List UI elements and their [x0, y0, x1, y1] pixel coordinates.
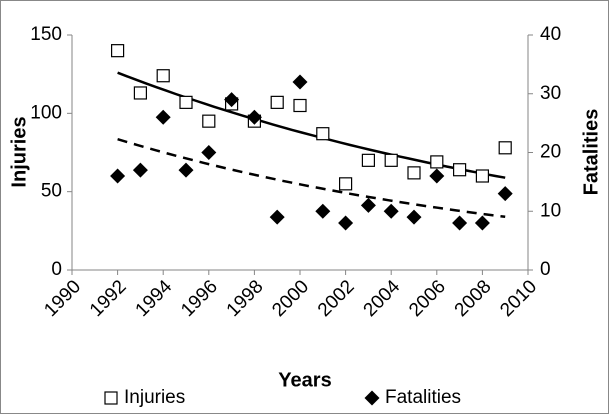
point	[110, 168, 126, 184]
point	[202, 114, 216, 128]
point	[452, 215, 468, 231]
point	[155, 109, 171, 125]
y-tick-label: 150	[30, 24, 62, 45]
point	[269, 209, 285, 225]
y-tick-label: 100	[30, 102, 62, 123]
y2-tick-label: 0	[540, 259, 551, 280]
point	[406, 209, 422, 225]
point	[384, 153, 398, 167]
trendline	[117, 138, 506, 219]
point	[156, 69, 170, 83]
point	[338, 215, 354, 231]
legend-label: Injuries	[124, 387, 185, 408]
point	[293, 98, 307, 113]
point	[360, 197, 376, 213]
point	[339, 177, 353, 191]
point	[475, 169, 489, 183]
point	[178, 162, 194, 178]
point	[132, 162, 148, 178]
legend-label: Fatalities	[385, 387, 461, 408]
point	[430, 155, 444, 169]
point	[383, 203, 399, 219]
legend-marker	[364, 390, 380, 406]
point	[110, 44, 125, 58]
y-axis-title: Injuries	[8, 116, 30, 187]
y-tick-label: 0	[51, 259, 62, 280]
point	[361, 153, 375, 167]
point	[201, 145, 217, 160]
y2-tick-label: 30	[540, 83, 561, 104]
point	[270, 95, 284, 109]
y2-tick-label: 10	[540, 200, 561, 221]
point	[453, 163, 467, 177]
point	[407, 166, 421, 180]
point	[316, 127, 330, 141]
point	[292, 74, 308, 90]
y2-axis-title: Fatalities	[580, 109, 602, 196]
point	[224, 92, 240, 108]
y2-tick-label: 40	[540, 24, 561, 45]
point	[474, 215, 490, 231]
point	[315, 203, 331, 219]
legend-marker	[104, 391, 118, 405]
point	[498, 141, 512, 155]
point	[497, 186, 513, 202]
y-tick-label: 50	[41, 181, 62, 202]
point	[179, 95, 193, 109]
y2-tick-label: 20	[540, 142, 561, 163]
x-axis-title: Years	[278, 369, 331, 391]
point	[133, 86, 147, 100]
point	[246, 109, 262, 125]
point	[429, 168, 445, 184]
